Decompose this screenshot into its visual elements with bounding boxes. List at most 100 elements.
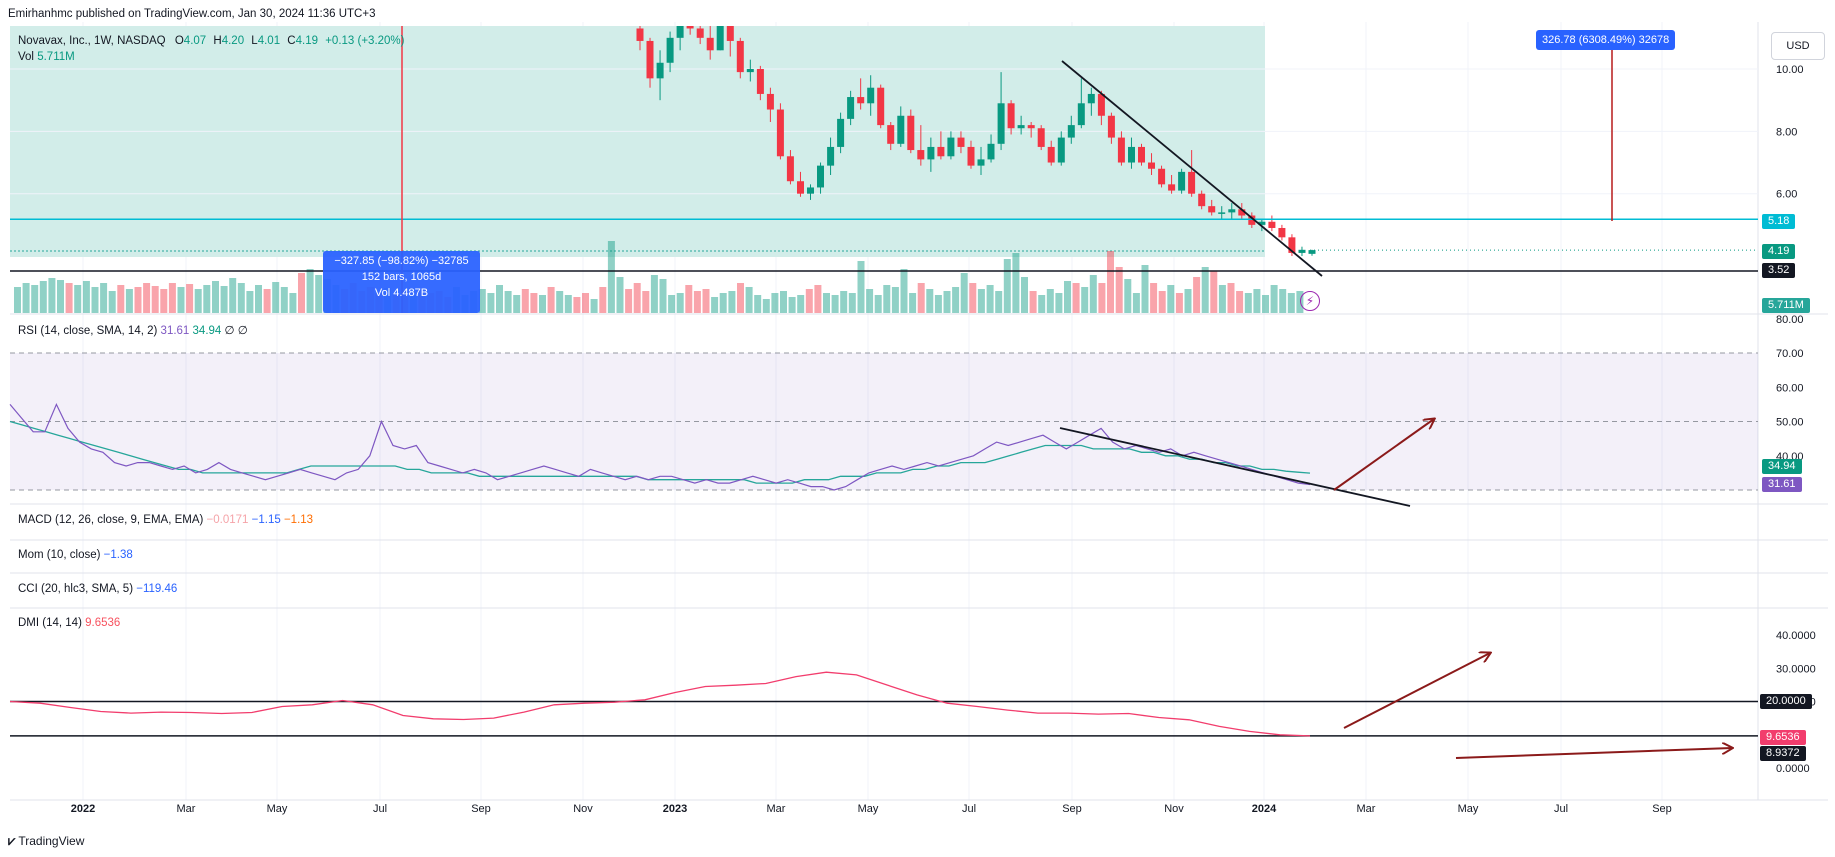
volume-bar [616, 277, 624, 313]
volume-bar [1184, 289, 1192, 313]
volume-bar [573, 297, 581, 313]
candle-body [716, 26, 724, 51]
volume-bar [74, 285, 82, 313]
macd-line-value: −1.15 [251, 514, 281, 526]
rsi-legend[interactable]: RSI (14, close, SMA, 14, 2) 31.61 34.94 … [18, 323, 248, 337]
volume-bar [831, 295, 839, 313]
candle-body [887, 125, 895, 144]
candle-body [1047, 146, 1055, 163]
candle-body [907, 115, 915, 151]
candle-body [1087, 93, 1095, 104]
volume-bar [650, 275, 658, 313]
volume-bar [780, 291, 787, 313]
cci-legend[interactable]: CCI (20, hlc3, SMA, 5) −119.46 [18, 583, 177, 595]
measure-down-change: −327.85 (−98.82%) −32785 [334, 255, 469, 267]
volume-bar [1046, 289, 1054, 313]
volume-bar [1210, 271, 1218, 313]
macd-label: MACD (12, 26, close, 9, EMA, EMA) [18, 514, 204, 526]
rsi-label: RSI (14, close, SMA, 14, 2) [18, 325, 158, 337]
time-axis-tick: Jul [1554, 803, 1568, 815]
macd-legend[interactable]: MACD (12, 26, close, 9, EMA, EMA) −0.017… [18, 514, 313, 526]
candle-body [977, 159, 985, 166]
volume-bar [745, 287, 753, 313]
volume-bar [496, 285, 503, 313]
price-change: +0.13 (+3.20%) [325, 35, 405, 47]
time-axis-tick: Sep [1062, 803, 1082, 815]
volume-bar [633, 283, 641, 313]
volume-bar [805, 289, 813, 313]
lightning-icon[interactable]: ⚡ [1300, 291, 1320, 311]
currency-button[interactable]: USD [1771, 32, 1825, 60]
dmi-axis-tick: 0.0000 [1776, 763, 1810, 775]
volume-bar [539, 295, 546, 313]
time-axis-tick: May [858, 803, 879, 815]
time-axis-tick: Sep [1652, 803, 1672, 815]
volume-bar [1227, 283, 1235, 313]
volume-bar [1029, 291, 1037, 313]
measure-down-bars: 152 bars, 1065d [361, 271, 442, 283]
candle-body [877, 87, 885, 126]
volume-bar [504, 291, 512, 313]
volume-bar [1089, 275, 1097, 313]
volume-bar [926, 289, 934, 313]
volume-bar [1158, 291, 1166, 313]
candle-body [746, 69, 754, 73]
price-axis-tick: 10.00 [1776, 64, 1804, 76]
candle-body [676, 26, 684, 38]
volume-bar [977, 289, 985, 313]
mom-legend[interactable]: Mom (10, close) −1.38 [18, 549, 133, 561]
candle-body [1308, 250, 1316, 254]
volume-legend[interactable]: Vol 5.711M [18, 51, 75, 63]
volume-bar [814, 285, 822, 313]
volume-bar [237, 283, 245, 313]
tradingview-logo[interactable]: ⩗ TradingView [8, 833, 84, 849]
candle-body [1128, 146, 1135, 163]
volume-bar [582, 293, 589, 313]
candle-body [917, 150, 925, 160]
candle-body [937, 146, 945, 157]
volume-bar [1021, 277, 1028, 313]
volume-bar [143, 283, 151, 313]
volume-bar [728, 291, 736, 313]
dmi-value: 9.6536 [85, 617, 121, 629]
volume-bar [1081, 287, 1089, 313]
candle-body [1198, 193, 1206, 207]
volume-bar [1124, 279, 1132, 313]
candle-body [857, 97, 865, 104]
candle-body [807, 187, 814, 194]
volume-bar [952, 287, 960, 313]
time-axis-tick: 2023 [663, 803, 687, 815]
candle-body [967, 146, 975, 166]
volume-bar [1055, 293, 1063, 313]
candle-body [636, 28, 644, 41]
dmi-legend[interactable]: DMI (14, 14) 9.6536 [18, 617, 120, 629]
candle-body [1007, 103, 1015, 129]
volume-bar [1150, 283, 1158, 313]
volume-bar [1218, 285, 1226, 313]
volume-bar [995, 291, 1003, 313]
candle-body [827, 146, 835, 166]
candle-body [1017, 125, 1025, 129]
time-axis-tick: Jul [962, 803, 976, 815]
volume-bar [134, 287, 142, 313]
candle-body [1188, 171, 1196, 194]
volume-bar [57, 280, 64, 313]
volume-bar [1287, 293, 1295, 313]
volume-bar [48, 278, 56, 313]
volume-label: Vol [18, 51, 34, 63]
volume-bar [840, 291, 848, 313]
volume-bar [1253, 289, 1261, 313]
candle-body [726, 26, 734, 41]
candle-body [1278, 227, 1286, 238]
candle-body [1218, 212, 1226, 214]
candle-body [1298, 249, 1306, 253]
candle-body [947, 137, 955, 157]
dmi-adx-line [9, 671, 1311, 737]
time-axis-tick: Sep [471, 803, 491, 815]
volume-bar [762, 299, 770, 313]
measure-down-volume: Vol 4.487B [374, 287, 429, 299]
candle-body [646, 40, 654, 79]
instrument-legend[interactable]: Novavax, Inc., 1W, NASDAQ O4.07 H4.20 L4… [18, 35, 404, 47]
candle-body [867, 87, 875, 104]
